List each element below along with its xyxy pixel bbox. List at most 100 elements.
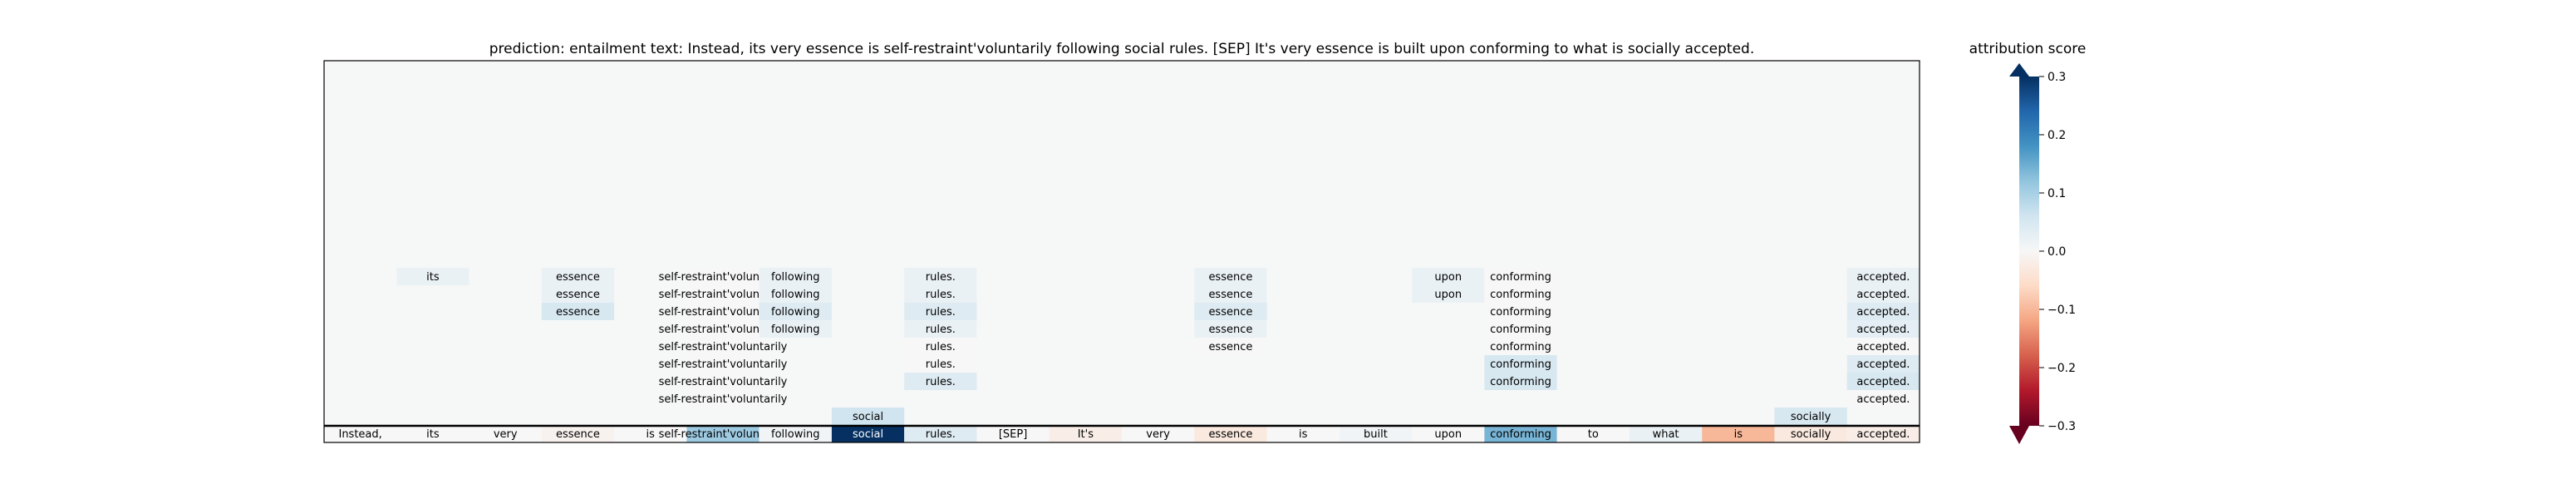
token-label: socially (1791, 428, 1831, 441)
layer-token-cell (541, 268, 615, 285)
layer-token-cell (1484, 303, 1557, 320)
layer-token-label: its (426, 271, 440, 284)
token-cell (469, 425, 542, 442)
layer-token-label: accepted. (1856, 393, 1910, 406)
layer-token-label: accepted. (1856, 306, 1910, 319)
layer-token-label: conforming (1490, 376, 1551, 388)
colorbar-tick-label: 0.1 (2048, 187, 2066, 200)
layer-token-cell (831, 408, 905, 425)
layer-token-cell (396, 268, 469, 285)
layer-token-cell (904, 320, 977, 338)
layer-token-label: rules. (926, 358, 956, 371)
token-label: conforming (1490, 428, 1551, 441)
layer-token-cell (904, 303, 977, 320)
token-cell (1556, 425, 1630, 442)
layer-token-cell (1846, 338, 1920, 355)
token-cell (1412, 425, 1485, 442)
layer-token-cell (904, 373, 977, 390)
colorbar-tick-label: 0.2 (2048, 129, 2066, 142)
token-label: its (426, 428, 440, 441)
heatmap-frame (323, 60, 1920, 443)
token-cell (1629, 425, 1703, 442)
layer-token-label: self-restraint'voluntarily (659, 341, 788, 353)
layer-token-cell (686, 285, 760, 303)
colorbar (2009, 63, 2039, 444)
token-label: rules. (926, 428, 956, 441)
token-cell (686, 425, 760, 442)
layer-token-label: self-restraint'voluntarily (659, 306, 788, 319)
layer-token-cell (904, 285, 977, 303)
layer-token-label: socially (1791, 411, 1831, 423)
token-cell (976, 425, 1050, 442)
layer-token-cell (1194, 303, 1267, 320)
layer-token-label: upon (1434, 271, 1462, 284)
token-cell (1846, 425, 1920, 442)
layer-token-cell (1846, 390, 1920, 408)
layer-token-label: following (771, 306, 819, 319)
layer-token-label: conforming (1490, 324, 1551, 336)
colorbar-tick-label: 0.3 (2048, 71, 2066, 84)
layer-token-label: social (853, 411, 883, 423)
token-cell (1702, 425, 1775, 442)
layer-token-cell (759, 268, 832, 285)
colorbar-tick-label: −0.3 (2048, 420, 2076, 433)
layer-token-label: rules. (926, 324, 956, 336)
layer-token-label: upon (1434, 289, 1462, 301)
layer-token-label: rules. (926, 341, 956, 353)
layer-token-label: essence (1208, 289, 1252, 301)
token-cell (1339, 425, 1413, 442)
layer-token-cell (1412, 268, 1485, 285)
layer-token-label: rules. (926, 376, 956, 388)
layer-token-cell (686, 320, 760, 338)
layer-token-label: following (771, 271, 819, 284)
layer-token-label: conforming (1490, 341, 1551, 353)
layer-token-label: essence (1208, 306, 1252, 319)
token-label: Instead, (338, 428, 381, 441)
layer-token-cell (1846, 355, 1920, 373)
layer-token-label: self-restraint'voluntarily (659, 376, 788, 388)
token-cell (396, 425, 469, 442)
layer-token-cell (1846, 303, 1920, 320)
colorbar-label: attribution score (1969, 41, 2087, 57)
token-cell (759, 425, 832, 442)
token-label: very (1146, 428, 1170, 441)
token-cell (904, 425, 977, 442)
colorbar-gradient (2019, 77, 2039, 426)
layer-token-cell (541, 285, 615, 303)
token-label: accepted. (1856, 428, 1910, 441)
layer-token-label: essence (1208, 324, 1252, 336)
colorbar-extend-top (2009, 63, 2029, 77)
layer-token-label: accepted. (1856, 341, 1910, 353)
layer-token-cell (759, 285, 832, 303)
layer-token-label: rules. (926, 271, 956, 284)
layer-token-label: self-restraint'voluntarily (659, 271, 788, 284)
colorbar-extend-bottom (2009, 426, 2029, 444)
layer-token-label: accepted. (1856, 376, 1910, 388)
layer-token-cell (1484, 355, 1557, 373)
layer-token-cell (1194, 338, 1267, 355)
layer-token-cell (1846, 320, 1920, 338)
colorbar-ticks: 0.3 0.2 0.1 0.0 −0.1 −0.2 −0.3 (2039, 71, 2076, 433)
layer-token-cell (1484, 338, 1557, 355)
layer-token-cell (686, 303, 760, 320)
layer-token-label: following (771, 289, 819, 301)
layer-token-label: self-restraint'voluntarily (659, 393, 788, 406)
token-label: essence (556, 428, 600, 441)
token-cell (1266, 425, 1340, 442)
layer-token-cell (904, 338, 977, 355)
layer-token-cell (759, 320, 832, 338)
layer-token-cell (686, 390, 760, 408)
layer-token-label: accepted. (1856, 324, 1910, 336)
layer-token-label: conforming (1490, 271, 1551, 284)
token-cell (324, 425, 397, 442)
token-label: It's (1078, 428, 1094, 441)
layer-token-label: essence (556, 306, 600, 319)
layer-token-cell (1484, 373, 1557, 390)
token-cell (831, 425, 905, 442)
token-label: to (1588, 428, 1599, 441)
token-cell (1774, 425, 1847, 442)
layer-token-cell (759, 303, 832, 320)
layer-token-cell (1774, 408, 1847, 425)
layer-token-label: essence (1208, 271, 1252, 284)
